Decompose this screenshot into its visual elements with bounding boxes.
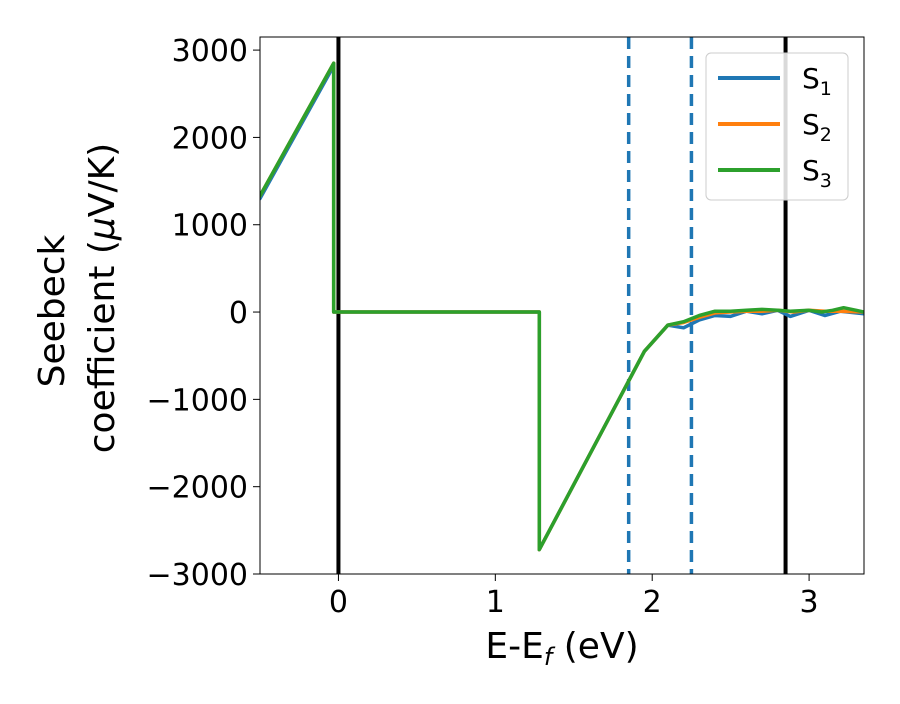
legend-label-s2: S2 <box>802 108 832 146</box>
y-tick-label: −2000 <box>147 471 248 506</box>
legend-label-s1: S1 <box>802 62 832 100</box>
legend-box <box>705 52 849 201</box>
y-tick-label: 1000 <box>172 209 248 244</box>
y-tick-label: 3000 <box>172 34 248 69</box>
y-tick-label: −3000 <box>147 558 248 593</box>
legend-label-s3: S3 <box>802 154 832 192</box>
y-axis-label-line1: Seebeck <box>32 234 73 387</box>
series-lines <box>260 61 864 552</box>
plot-frame <box>259 36 865 575</box>
y-tick-label: −1000 <box>147 383 248 418</box>
x-axis-ticks: 0 1 2 3 <box>329 574 819 620</box>
y-tick-label: 0 <box>229 296 248 331</box>
x-tick-label: 3 <box>800 585 819 620</box>
x-tick-label: 1 <box>486 585 505 620</box>
legend: S1 S2 S3 <box>705 52 849 201</box>
series-line-s3 <box>260 61 864 552</box>
y-tick-label: 2000 <box>172 121 248 156</box>
y-axis-ticks: 3000 2000 1000 0 −1000 −2000 −3000 <box>147 34 260 593</box>
y-axis-label-line2: coefficient (μV/K) <box>82 143 123 453</box>
x-tick-label: 2 <box>643 585 662 620</box>
x-tick-label: 0 <box>329 585 348 620</box>
x-axis-label: E-Ef (eV) <box>485 626 638 671</box>
